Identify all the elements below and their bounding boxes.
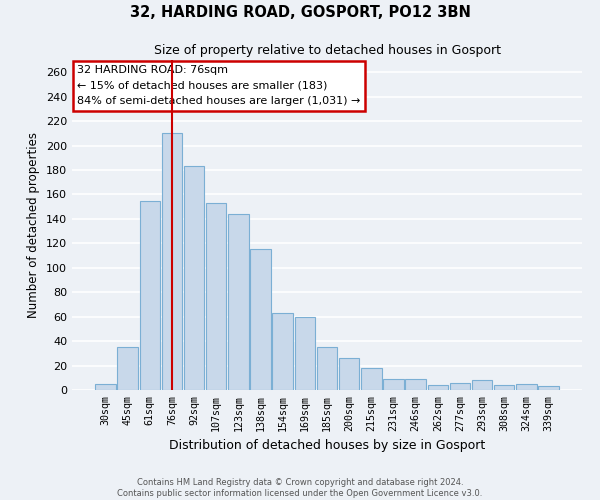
Bar xyxy=(383,379,404,390)
Text: 32 HARDING ROAD: 76sqm
← 15% of detached houses are smaller (183)
84% of semi-de: 32 HARDING ROAD: 76sqm ← 15% of detached… xyxy=(77,65,361,106)
Bar xyxy=(140,200,160,390)
Bar xyxy=(494,385,514,390)
Bar xyxy=(272,313,293,390)
Title: Size of property relative to detached houses in Gosport: Size of property relative to detached ho… xyxy=(154,44,500,58)
Bar xyxy=(295,316,315,390)
Bar xyxy=(450,382,470,390)
Bar xyxy=(228,214,248,390)
Text: 32, HARDING ROAD, GOSPORT, PO12 3BN: 32, HARDING ROAD, GOSPORT, PO12 3BN xyxy=(130,5,470,20)
Bar xyxy=(250,250,271,390)
Bar xyxy=(428,385,448,390)
Bar xyxy=(95,384,116,390)
Y-axis label: Number of detached properties: Number of detached properties xyxy=(28,132,40,318)
Text: Contains HM Land Registry data © Crown copyright and database right 2024.
Contai: Contains HM Land Registry data © Crown c… xyxy=(118,478,482,498)
Bar xyxy=(538,386,559,390)
Bar xyxy=(472,380,493,390)
Bar xyxy=(317,347,337,390)
X-axis label: Distribution of detached houses by size in Gosport: Distribution of detached houses by size … xyxy=(169,439,485,452)
Bar xyxy=(406,379,426,390)
Bar xyxy=(339,358,359,390)
Bar xyxy=(206,203,226,390)
Bar xyxy=(118,347,138,390)
Bar xyxy=(361,368,382,390)
Bar xyxy=(516,384,536,390)
Bar xyxy=(161,134,182,390)
Bar xyxy=(184,166,204,390)
